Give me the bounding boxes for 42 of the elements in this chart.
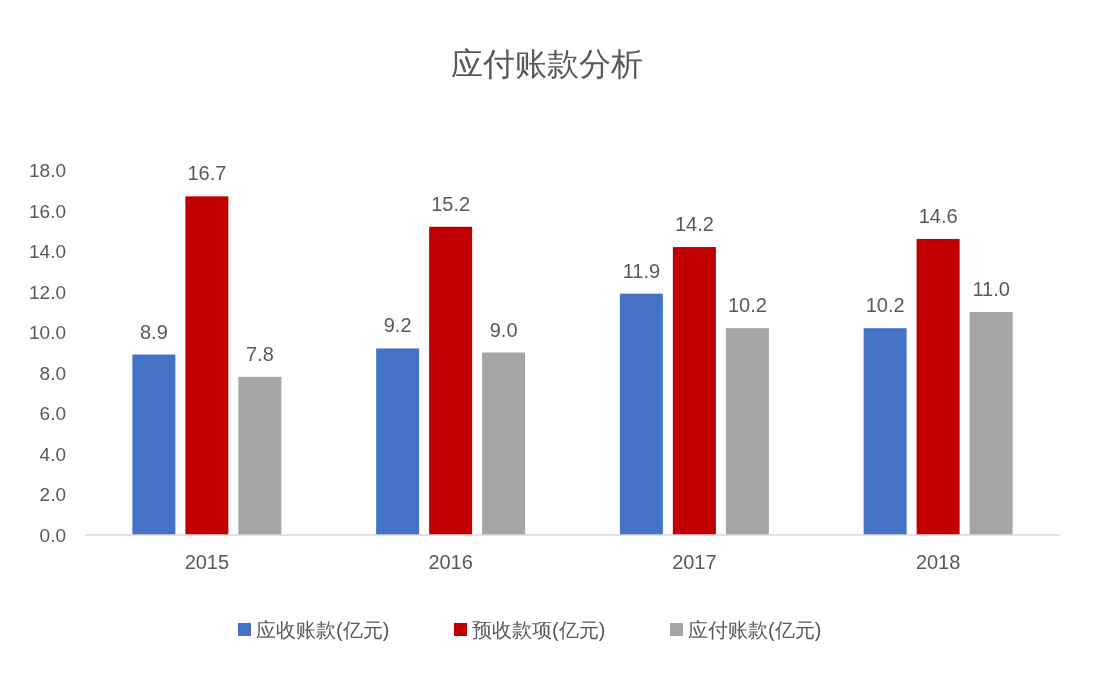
bar (969, 311, 1013, 535)
x-tick-label: 2017 (672, 551, 717, 573)
y-tick-label: 10.0 (29, 322, 66, 344)
bar (429, 226, 473, 535)
x-tick-label: 2016 (428, 551, 473, 573)
data-label: 14.6 (918, 204, 958, 227)
bar (185, 196, 229, 535)
y-tick-label: 16.0 (29, 200, 66, 222)
data-label: 11.9 (622, 259, 661, 282)
y-tick-label: 6.0 (39, 403, 66, 425)
y-tick-label: 12.0 (29, 281, 66, 303)
chart-title: 应付账款分析 (451, 46, 643, 82)
data-label: 15.2 (431, 192, 471, 215)
y-tick-label: 4.0 (39, 443, 66, 465)
bar (725, 328, 769, 535)
data-label: 10.2 (727, 294, 767, 317)
data-label: 7.8 (245, 342, 274, 365)
y-tick-label: 18.0 (29, 160, 66, 181)
bar (238, 376, 282, 535)
x-tick-label: 2015 (184, 551, 230, 573)
bar (132, 354, 176, 535)
bar (482, 352, 526, 535)
y-tick-label: 14.0 (29, 241, 66, 263)
data-label: 9.0 (489, 318, 518, 341)
y-tick-label: 8.0 (39, 362, 66, 384)
y-tick-label: 2.0 (39, 484, 66, 506)
legend-label: 应付账款(亿元) (688, 619, 822, 641)
data-label: 16.7 (187, 162, 227, 185)
bar (863, 328, 907, 535)
legend-label: 应收账款(亿元) (256, 619, 390, 641)
data-label: 9.2 (383, 314, 412, 337)
data-label: 11.0 (972, 277, 1010, 300)
legend-label: 预收款项(亿元) (472, 619, 606, 641)
bar (672, 247, 716, 535)
bar (376, 348, 420, 535)
data-label: 8.9 (139, 320, 168, 343)
bar (916, 238, 960, 535)
data-label: 14.2 (674, 213, 714, 236)
data-label: 10.2 (865, 294, 905, 317)
bar (619, 293, 663, 535)
y-tick-label: 0.0 (39, 525, 66, 546)
x-tick-label: 2018 (915, 551, 961, 573)
